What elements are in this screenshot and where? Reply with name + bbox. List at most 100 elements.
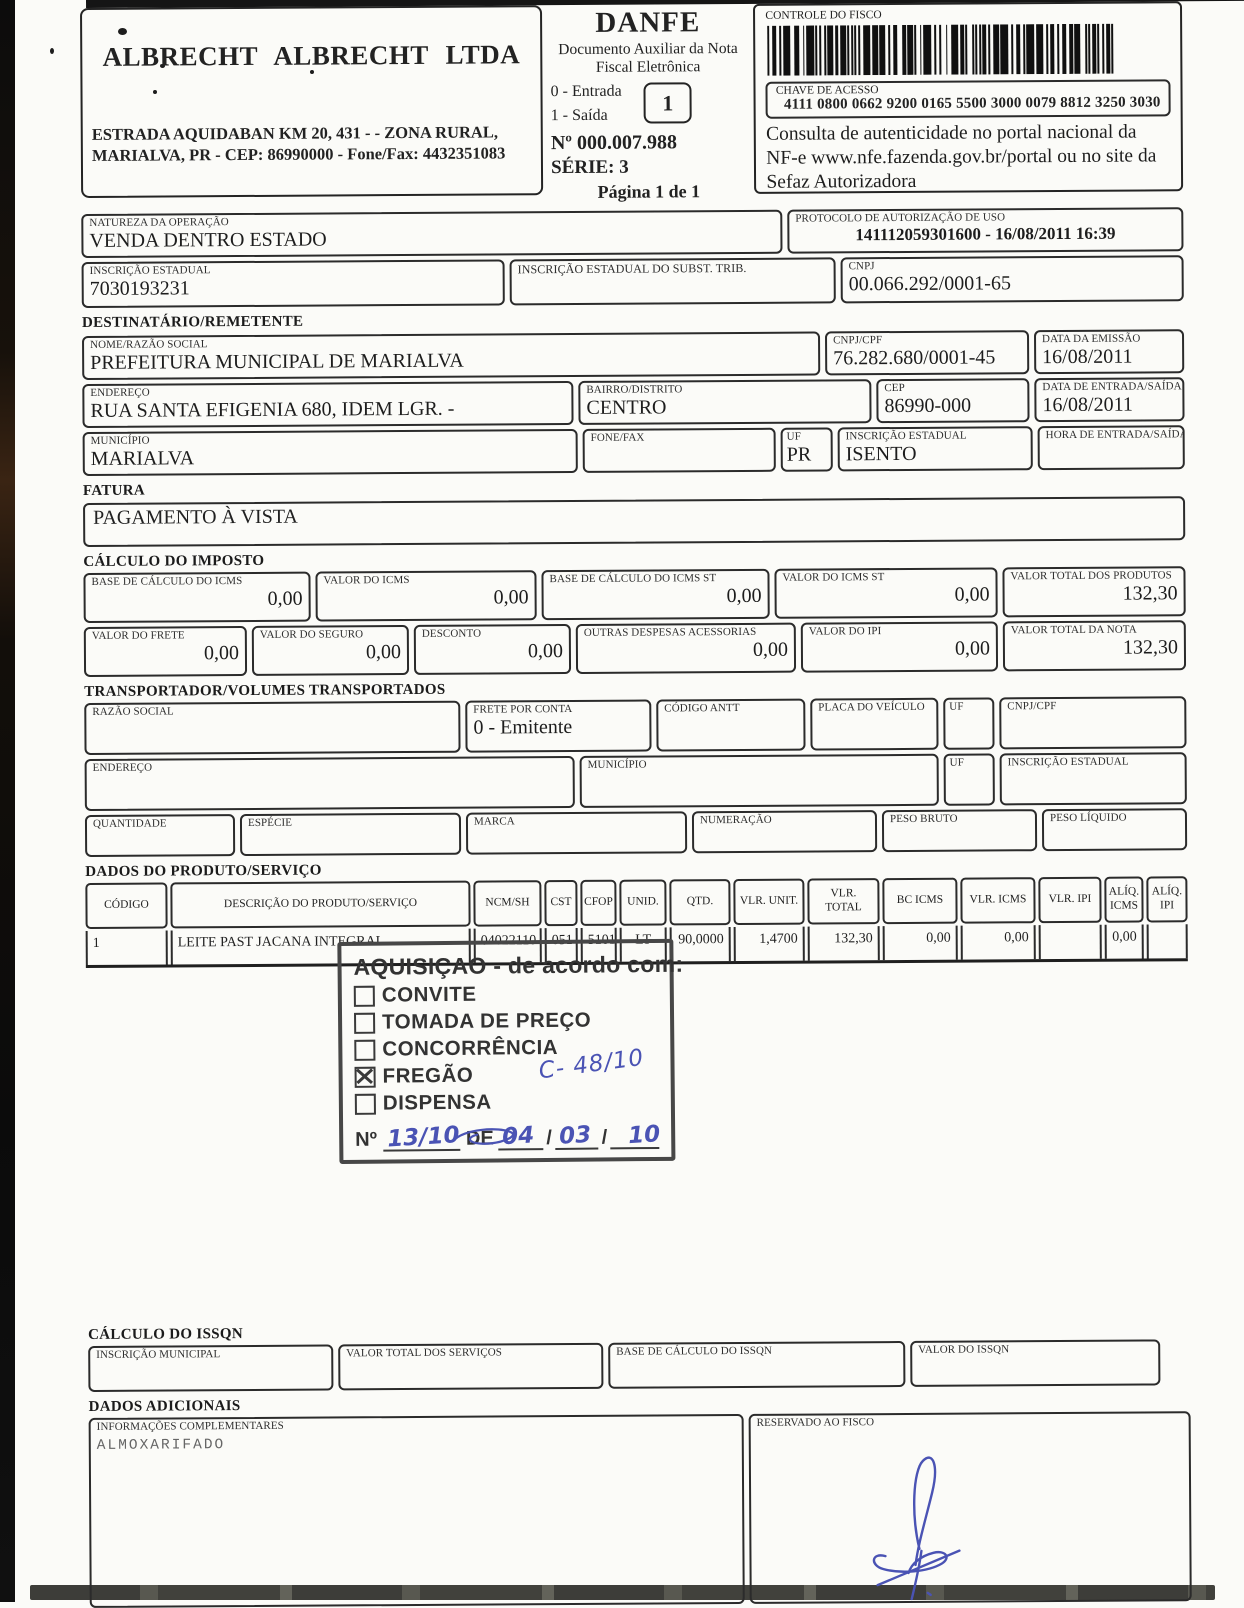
products-header-row: CÓDIGO DESCRIÇÃO DO PRODUTO/SERVIÇO NCM/… bbox=[85, 875, 1188, 929]
discount-value: 0,00 bbox=[527, 639, 564, 663]
product-bc-icms: 0,00 bbox=[882, 925, 958, 960]
state-registration-field: INSCRIÇÃO ESTADUAL 7030193231 bbox=[81, 259, 505, 308]
carrier-row-3: QUANTIDADE ESPÉCIE MARCA NUMERAÇÃO PESO … bbox=[84, 807, 1188, 857]
recipient-address-field: ENDEREÇO RUA SANTA EFIGENIA 680, IDEM LG… bbox=[82, 380, 574, 428]
stamp-option-dispensa: DISPENSA bbox=[354, 1089, 659, 1116]
freight-label: VALOR DO FRETE bbox=[91, 628, 185, 642]
freight-value: 0,00 bbox=[203, 641, 240, 665]
antt-code-value bbox=[664, 714, 797, 738]
recipient-ie-label: INSCRIÇÃO ESTADUAL bbox=[845, 429, 967, 442]
recipient-name-value: PREFEITURA MUNICIPAL DE MARIALVA bbox=[90, 349, 464, 374]
emission-date-label: DATA DA EMISSÃO bbox=[1042, 332, 1141, 345]
col-header-bc-icms: BC ICMS bbox=[882, 877, 958, 924]
products-total-field: VALOR TOTAL DOS PRODUTOS 132,30 bbox=[1002, 565, 1186, 617]
products-total-label: VALOR TOTAL DOS PRODUTOS bbox=[1010, 568, 1172, 582]
entry-time-value bbox=[1046, 441, 1177, 465]
carrier-uf2-value bbox=[950, 769, 989, 792]
species-value bbox=[248, 829, 453, 853]
stamp-option-label: FREGÃO bbox=[382, 1063, 474, 1088]
carrier-address-field: ENDEREÇO bbox=[84, 755, 575, 811]
icms-st-base-field: BASE DE CÁLCULO DO ICMS ST 0,00 bbox=[541, 568, 770, 620]
stamp-option-label: TOMADA DE PREÇO bbox=[381, 1008, 592, 1034]
city-field: MUNICÍPIO MARIALVA bbox=[82, 428, 578, 476]
phone-label: FONE/FAX bbox=[590, 431, 645, 444]
stamp-month-underline: 03 bbox=[554, 1122, 599, 1150]
access-key-box: CHAVE DE ACESSO 4111 0800 0662 9200 0165… bbox=[765, 79, 1171, 119]
subst-registration-value bbox=[518, 274, 828, 299]
emission-date-value: 16/08/2011 bbox=[1042, 345, 1133, 368]
complementary-info-value: ALMOXARIFADO bbox=[96, 1436, 226, 1454]
ink-speck bbox=[50, 48, 54, 54]
checked-checkbox-icon bbox=[354, 1066, 376, 1088]
brand-field: MARCA bbox=[465, 810, 688, 855]
col-header-ncm: NCM/SH bbox=[473, 879, 542, 927]
product-vlr-ipi bbox=[1038, 924, 1102, 959]
volume-qty-label: QUANTIDADE bbox=[92, 817, 167, 830]
entry-time-label: HORA DE ENTRADA/SAÍDA bbox=[1045, 427, 1185, 441]
exit-option: 1 - Saída bbox=[550, 106, 608, 124]
state-registration-value: 7030193231 bbox=[89, 277, 190, 300]
payment-terms-box: PAGAMENTO À VISTA bbox=[83, 495, 1186, 547]
reserved-fisco-field: RESERVADO AO FISCO bbox=[748, 1410, 1192, 1604]
entry-date-label: DATA DE ENTRADA/SAÍDA bbox=[1042, 379, 1182, 393]
emitter-address-line1: ESTRADA AQUIDABAN KM 20, 431 - - ZONA RU… bbox=[91, 122, 498, 144]
cep-value: 86990-000 bbox=[884, 394, 972, 417]
fisco-control-label: CONTROLE DO FISCO bbox=[765, 9, 882, 22]
recipient-cnpj-field: CNPJ/CPF 76.282.680/0001-45 bbox=[824, 329, 1030, 376]
carrier-ie-value bbox=[1008, 768, 1179, 792]
carrier-city-field: MUNICÍPIO bbox=[579, 753, 939, 808]
col-header-aliq-icms: ALÍQ. ICMS bbox=[1104, 876, 1144, 923]
subst-registration-field: INSCRIÇÃO ESTADUAL DO SUBST. TRIB. bbox=[509, 257, 836, 306]
ink-speck bbox=[310, 70, 314, 74]
carrier-address-value bbox=[93, 772, 567, 798]
species-field: ESPÉCIE bbox=[239, 812, 462, 856]
emitter-box: ALBRECHT ALBRECHT LTDA ESTRADA AQUIDABAN… bbox=[80, 5, 544, 198]
recipient-ie-field: INSCRIÇÃO ESTADUAL ISENTO bbox=[837, 425, 1033, 472]
carrier-uf2-label: UF bbox=[949, 756, 964, 769]
scanner-edge-left bbox=[0, 0, 15, 1602]
carrier-cnpj-field: CNPJ/CPF bbox=[999, 695, 1187, 750]
municipal-registration-value bbox=[96, 1360, 325, 1384]
tax-row-2: VALOR DO FRETE 0,00 VALOR DO SEGURO 0,00… bbox=[83, 619, 1187, 677]
district-value: CENTRO bbox=[586, 396, 667, 419]
product-code: 1 bbox=[85, 930, 168, 965]
freight-mode-field: FRETE POR CONTA 0 - Emitente bbox=[465, 699, 652, 753]
carrier-uf2-field: UF bbox=[943, 753, 995, 806]
insurance-label: VALOR DO SEGURO bbox=[259, 627, 364, 641]
stamp-option-label: CONVITE bbox=[381, 982, 477, 1007]
recipient-address-value: RUA SANTA EFIGENIA 680, IDEM LGR. - bbox=[90, 397, 455, 422]
col-header-qty: QTD. bbox=[669, 878, 731, 926]
icms-value-value: 0,00 bbox=[493, 586, 529, 609]
carrier-cnpj-value bbox=[1007, 712, 1178, 736]
services-total-field: VALOR TOTAL DOS SERVIÇOS bbox=[338, 1342, 604, 1391]
product-unit-price: 1,4700 bbox=[733, 926, 805, 961]
handwritten-year: 10 bbox=[627, 1121, 661, 1150]
vehicle-plate-label: PLACA DO VEÍCULO bbox=[818, 700, 925, 714]
emission-date-field: DATA DA EMISSÃO 16/08/2011 bbox=[1033, 328, 1185, 374]
carrier-uf-label: UF bbox=[949, 700, 964, 713]
complementary-info-label: INFORMAÇÕES COMPLEMENTARES bbox=[96, 1419, 284, 1433]
freight-mode-label: FRETE POR CONTA bbox=[473, 702, 573, 716]
issqn-value-field: VALOR DO ISSQN bbox=[910, 1339, 1161, 1387]
ink-speck bbox=[153, 90, 157, 94]
gross-weight-field: PESO BRUTO bbox=[881, 808, 1038, 852]
scanner-edge-bottom bbox=[30, 1585, 1215, 1600]
protocol-field: PROTOCOLO DE AUTORIZAÇÃO DE USO 14111205… bbox=[787, 206, 1184, 254]
danfe-title: DANFE bbox=[595, 6, 701, 39]
icms-value-label: VALOR DO ICMS bbox=[323, 573, 410, 587]
complementary-info-field: INFORMAÇÕES COMPLEMENTARES ALMOXARIFADO bbox=[88, 1413, 745, 1608]
carrier-ie-label: INSCRIÇÃO ESTADUAL bbox=[1007, 755, 1129, 768]
brand-value bbox=[474, 827, 679, 851]
stamp-option-tomada: TOMADA DE PREÇO bbox=[354, 1008, 658, 1035]
antt-code-field: CÓDIGO ANTT bbox=[656, 698, 806, 752]
carrier-uf-field: UF bbox=[943, 697, 995, 750]
col-header-aliq-ipi: ALÍQ. IPI bbox=[1146, 875, 1188, 923]
entry-date-value: 16/08/2011 bbox=[1042, 393, 1133, 416]
cep-field: CEP 86990-000 bbox=[876, 377, 1030, 423]
numbering-label: NUMERAÇÃO bbox=[699, 813, 772, 826]
entry-date-field: DATA DE ENTRADA/SAÍDA 16/08/2011 bbox=[1034, 376, 1185, 422]
insurance-field: VALOR DO SEGURO 0,00 bbox=[251, 624, 410, 676]
slash-separator: / bbox=[601, 1126, 608, 1149]
checkbox-icon bbox=[354, 1012, 376, 1034]
signature-scribble bbox=[872, 1456, 961, 1600]
